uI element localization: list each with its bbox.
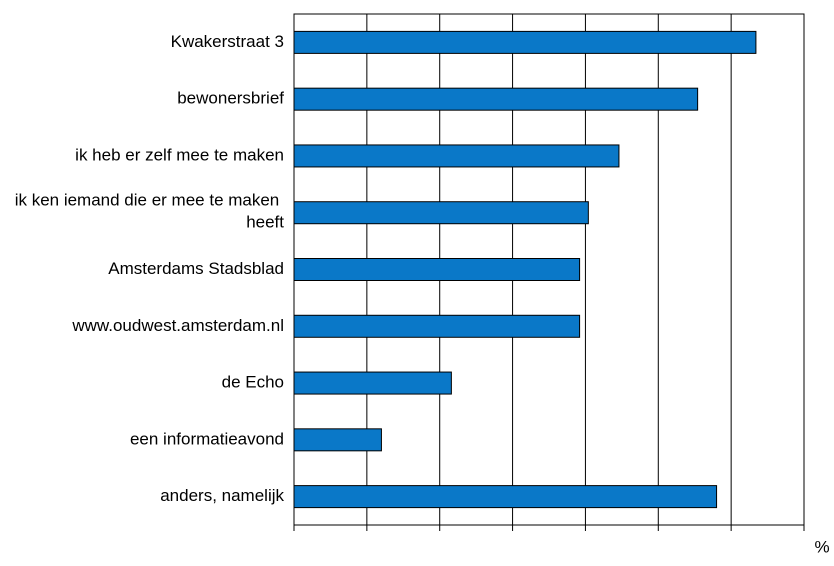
x-axis-label: % xyxy=(814,537,829,556)
bar xyxy=(293,30,757,54)
y-tick-label: anders, namelijk xyxy=(160,486,284,505)
bar xyxy=(293,314,581,338)
y-tick-label: www.oudwest.amsterdam.nl xyxy=(71,316,284,335)
bar xyxy=(293,485,718,509)
y-tick-label: de Echo xyxy=(222,373,284,392)
bar xyxy=(293,258,581,281)
bar xyxy=(293,144,620,168)
bar xyxy=(293,201,589,225)
y-tick-label: Kwakerstraat 3 xyxy=(171,32,284,51)
y-tick-label: bewonersbrief xyxy=(177,89,284,108)
bar xyxy=(293,371,452,395)
bar xyxy=(293,87,699,111)
y-tick-label: Amsterdams Stadsblad xyxy=(108,259,284,278)
y-tick-label: ik heb er zelf mee te maken xyxy=(75,145,284,164)
y-tick-label: ik ken iemand die er mee te maken heeft xyxy=(15,191,285,232)
bar xyxy=(293,428,382,452)
y-tick-label: een informatieavond xyxy=(130,429,284,448)
